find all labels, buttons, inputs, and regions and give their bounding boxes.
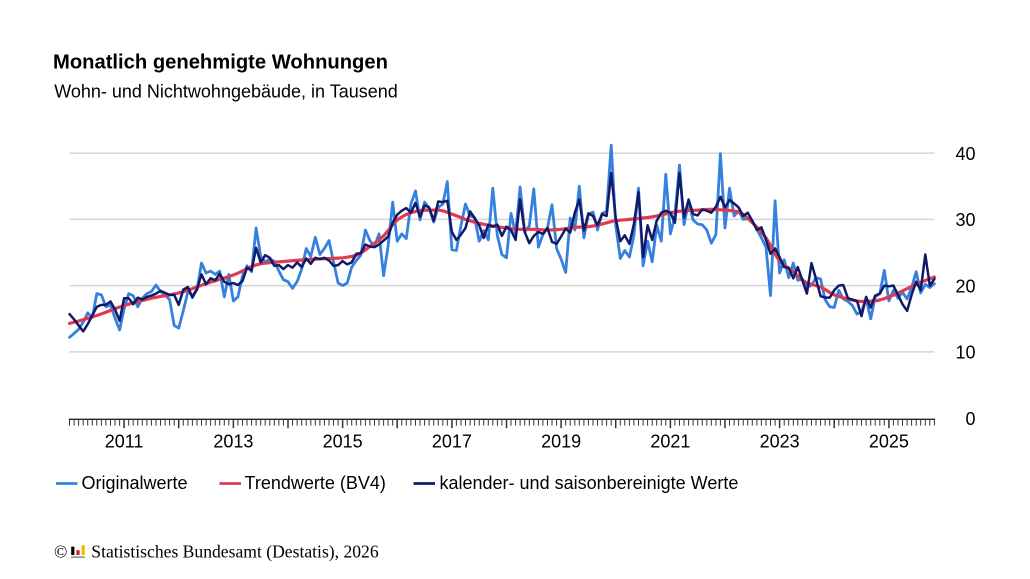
svg-text:Trendwerte (BV4): Trendwerte (BV4) — [245, 473, 386, 493]
svg-text:2021: 2021 — [650, 432, 690, 452]
svg-text:40: 40 — [955, 144, 975, 164]
svg-text:Monatlich genehmigte Wohnungen: Monatlich genehmigte Wohnungen — [53, 51, 388, 73]
svg-text:2017: 2017 — [432, 432, 472, 452]
svg-text:kalender- und saisonbereinigte: kalender- und saisonbereinigte Werte — [440, 473, 739, 493]
svg-text:2025: 2025 — [869, 432, 909, 452]
svg-text:2015: 2015 — [323, 432, 363, 452]
svg-text:2023: 2023 — [760, 432, 800, 452]
svg-text:0: 0 — [965, 409, 975, 429]
svg-text:2019: 2019 — [541, 432, 581, 452]
svg-text:©: © — [54, 542, 67, 562]
svg-text:2013: 2013 — [213, 432, 253, 452]
svg-text:Originalwerte: Originalwerte — [82, 473, 188, 493]
svg-text:2011: 2011 — [105, 432, 144, 452]
svg-text:Statistisches Bundesamt (Desta: Statistisches Bundesamt (Destatis), 2026 — [91, 542, 379, 562]
svg-text:20: 20 — [955, 276, 975, 296]
svg-text:30: 30 — [955, 210, 975, 230]
svg-text:Wohn- und Nichtwohngebäude, in: Wohn- und Nichtwohngebäude, in Tausend — [54, 82, 398, 102]
svg-text:10: 10 — [955, 343, 975, 363]
